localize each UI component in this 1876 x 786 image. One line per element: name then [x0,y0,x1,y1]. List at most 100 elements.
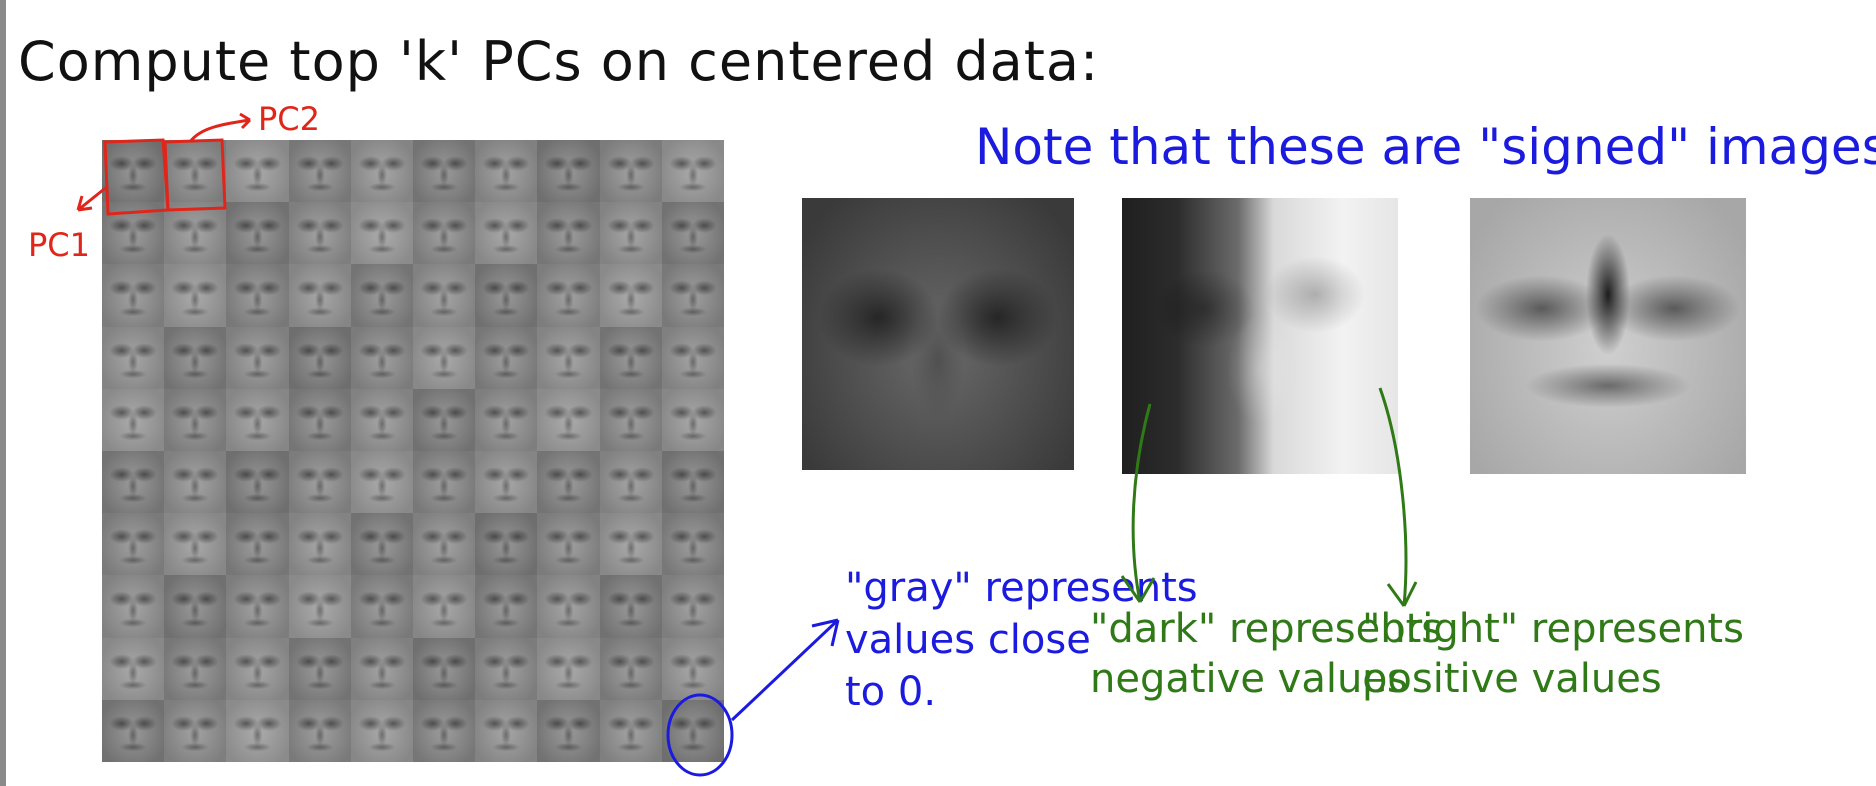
eigenface-cell [599,699,662,762]
eigenface-cell [475,140,538,203]
face-pattern [475,388,538,451]
eigenface-cell [102,264,165,327]
dark-annotation: "dark" represents negative values [1090,606,1443,702]
face-pattern [599,326,662,389]
eigenface-cell [226,699,289,762]
pc1-box [103,138,170,216]
face-pattern [226,637,289,700]
eigenface-cell [475,202,538,265]
eigenface-cell [102,575,165,638]
face-pattern [661,202,724,265]
eigenface-cell [537,451,600,514]
face-pattern [102,451,165,514]
face-pattern [350,140,413,203]
bright-arrow [1378,387,1418,607]
eigenface-cell [288,699,351,762]
eigenface-cell [537,326,600,389]
eigenface-cell [413,451,476,514]
face-pattern [164,264,227,327]
eigenface-cell [661,264,724,327]
face-pattern [413,140,476,203]
pc2-label: PC2 [258,100,320,138]
face-pattern [599,388,662,451]
face-pattern [537,513,600,576]
eigenface-cell [164,326,227,389]
face-pattern [537,699,600,762]
eigenface-cell [537,513,600,576]
eigenface-cell [164,202,227,265]
eigenface-cell [226,326,289,389]
face-pattern [475,264,538,327]
face-pattern [537,637,600,700]
pc2-box [163,138,227,212]
eigenface-cell [164,513,227,576]
eigenface-cell [350,513,413,576]
eigenface-cell [661,513,724,576]
face-pattern [661,575,724,638]
eigenface-cell [537,140,600,203]
face-pattern [164,699,227,762]
eigenface-cell [661,202,724,265]
eigenface-cell [350,264,413,327]
eigenface-cell [599,388,662,451]
face-pattern [102,513,165,576]
eigenface-cell [537,202,600,265]
face-pattern [226,140,289,203]
eigenface-cell [164,388,227,451]
face-pattern [661,513,724,576]
face-pattern [475,513,538,576]
face-pattern [102,699,165,762]
face-pattern [413,575,476,638]
face-pattern [350,326,413,389]
face-pattern [164,202,227,265]
dark-arrow [1120,403,1156,603]
face-pattern [599,699,662,762]
eigenface-cell [661,140,724,203]
face-pattern [288,637,351,700]
face-pattern [537,388,600,451]
face-pattern [661,140,724,203]
eigenface-cell [475,513,538,576]
face-pattern [475,326,538,389]
eigenface-cell [102,513,165,576]
eigenface-cell [350,388,413,451]
face-pattern [661,264,724,327]
face-pattern [164,388,227,451]
face-pattern [288,264,351,327]
eigenface-cell [288,326,351,389]
face-pattern [288,326,351,389]
eigenface-pc2-enlarged [1122,198,1398,474]
face-pattern [599,264,662,327]
eigenface-cell [599,575,662,638]
face-pattern [661,637,724,700]
face-pattern [413,637,476,700]
eigenface-cell [288,264,351,327]
face-pattern [413,513,476,576]
eigenface-cell [226,202,289,265]
eigenface-cell [413,264,476,327]
eigenface-cell [226,513,289,576]
eigenface-cell [164,637,227,700]
eigenface-cell [413,575,476,638]
face-pattern [164,637,227,700]
face-pattern [537,140,600,203]
eigenface-cell [599,140,662,203]
eigenface-cell [288,451,351,514]
eigenface-cell [164,451,227,514]
eigenface-cell [102,699,165,762]
eigenface-cell [537,699,600,762]
eigenface-cell [661,326,724,389]
face-pattern [288,202,351,265]
face-pattern [102,575,165,638]
face-pattern [537,575,600,638]
eigenface-cell [475,699,538,762]
signed-images-note: Note that these are "signed" images. [975,118,1876,176]
face-pattern [350,202,413,265]
eigenface-cell [288,575,351,638]
eigenface-cell [226,264,289,327]
eigenface-cell [102,388,165,451]
eigenface-cell [102,451,165,514]
eigenface-cell [599,637,662,700]
eigenface-cell [475,637,538,700]
